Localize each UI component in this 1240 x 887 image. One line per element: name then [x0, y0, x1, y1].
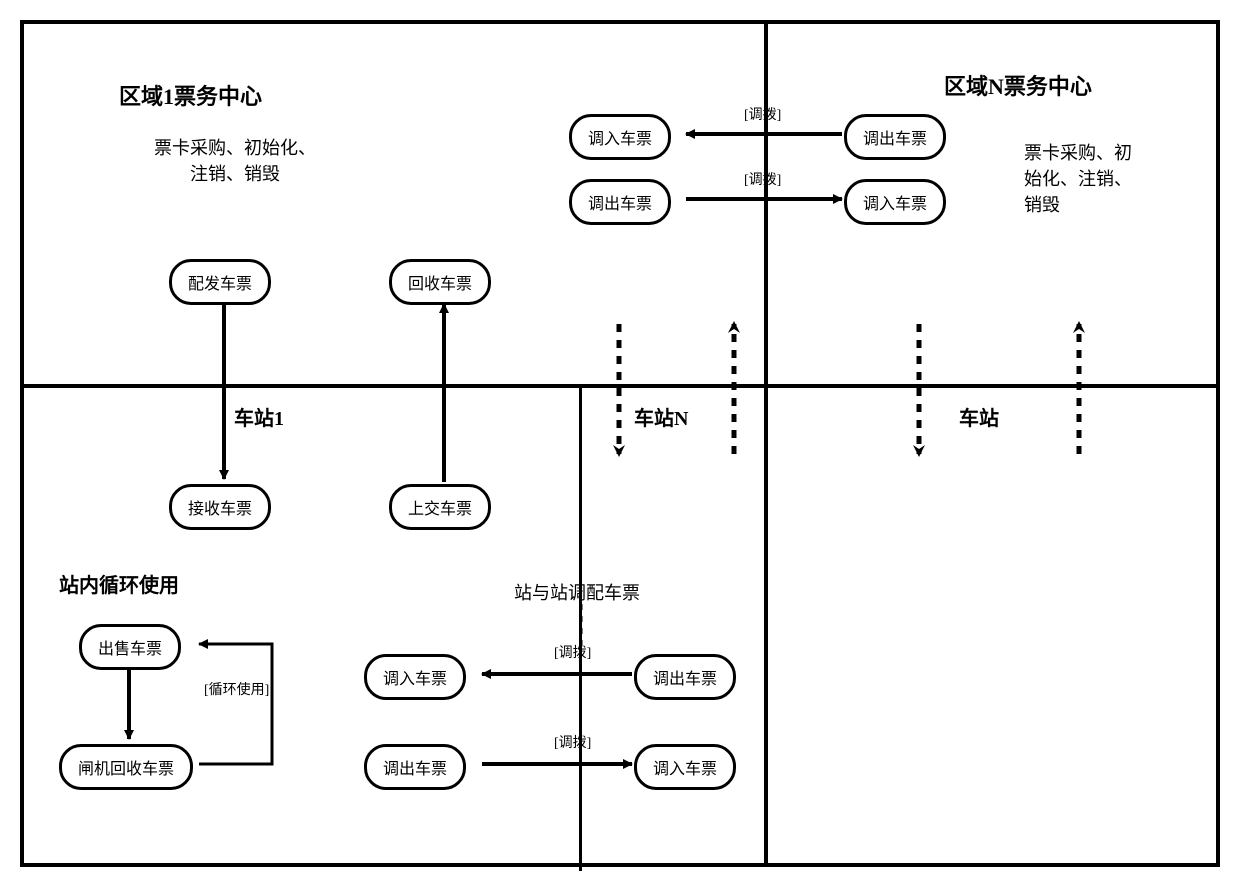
inner-vertical-divider	[579, 384, 582, 871]
node-sell: 出售车票	[79, 624, 181, 670]
node-receive: 接收车票	[169, 484, 271, 530]
station-transfer-label: 站与站调配车票	[514, 579, 640, 605]
station-label: 车站	[959, 402, 999, 431]
diagram-container: 区域1票务中心 票卡采购、初始化、 注销、销毁 区域N票务中心 票卡采购、初 始…	[20, 20, 1220, 867]
node-bot-out-right: 调出车票	[634, 654, 736, 700]
edge-label-top1: [调拨]	[744, 104, 781, 124]
edge-label-bot1: [调拨]	[554, 642, 591, 662]
edge-label-top2: [调拨]	[744, 169, 781, 189]
node-top-out-right: 调出车票	[844, 114, 946, 160]
regionN-title: 区域N票务中心	[944, 69, 1092, 101]
node-collect: 回收车票	[389, 259, 491, 305]
node-top-out-left: 调出车票	[569, 179, 671, 225]
edge-label-loop: [循环使用]	[204, 679, 269, 699]
node-top-in-left: 调入车票	[569, 114, 671, 160]
main-horizontal-divider	[24, 384, 1216, 388]
node-bot-in-left: 调入车票	[364, 654, 466, 700]
region1-desc: 票卡采购、初始化、 注销、销毁	[154, 134, 316, 186]
node-bot-in-right: 调入车票	[634, 744, 736, 790]
edge-label-bot2: [调拨]	[554, 732, 591, 752]
stationN-label: 车站N	[634, 402, 688, 431]
node-issue: 配发车票	[169, 259, 271, 305]
station1-label: 车站1	[234, 402, 284, 431]
loop-title: 站内循环使用	[59, 569, 179, 598]
node-submit: 上交车票	[389, 484, 491, 530]
node-bot-out-left: 调出车票	[364, 744, 466, 790]
node-top-in-right: 调入车票	[844, 179, 946, 225]
arrow-loop-back	[199, 644, 272, 764]
region1-title: 区域1票务中心	[119, 79, 262, 111]
regionN-desc: 票卡采购、初 始化、注销、 销毁	[1024, 139, 1132, 217]
main-vertical-divider	[764, 24, 768, 863]
node-gate-collect: 闸机回收车票	[59, 744, 193, 790]
